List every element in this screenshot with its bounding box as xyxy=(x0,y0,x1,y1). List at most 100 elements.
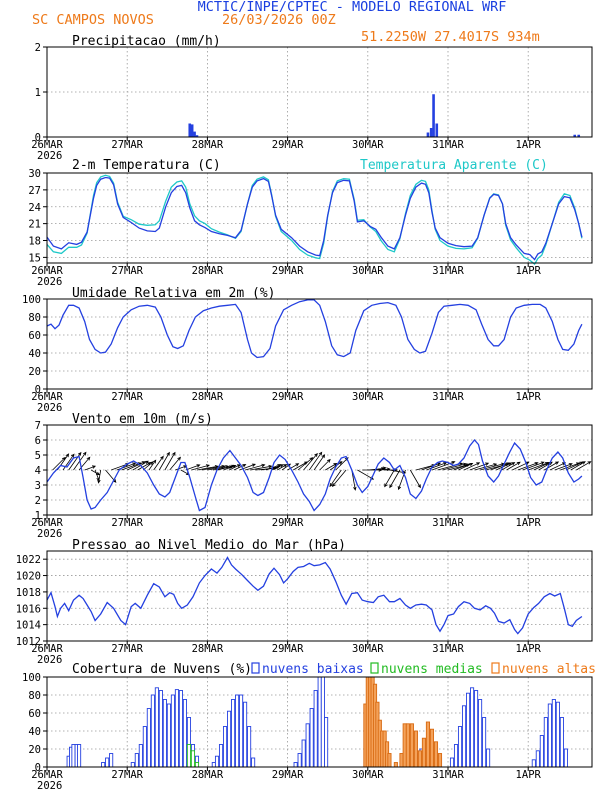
cloud-low-bar xyxy=(243,701,248,768)
cloud-low-bar xyxy=(218,744,224,768)
cloud-high-bar xyxy=(429,728,435,768)
grid-horizontal xyxy=(47,439,592,501)
coords-label: 51.2250W 27.4017S 934m xyxy=(361,29,540,45)
wind-arrow xyxy=(164,451,176,471)
y-tick-labels: 0 20 40 60 80 100 xyxy=(22,672,41,774)
wind-arrow xyxy=(357,469,375,480)
y-tick-label: 0 xyxy=(35,384,41,396)
cloud-low-bar xyxy=(461,705,467,768)
y-tick-label: 80 xyxy=(28,312,41,324)
cloud-low-bar xyxy=(214,755,220,768)
y-tick-label: 4 xyxy=(35,465,41,477)
temperature-title: 2-m Temperatura (C) xyxy=(72,158,221,173)
y-tick-label: 24 xyxy=(28,202,41,214)
cloud-low-bar xyxy=(551,699,556,768)
cloud-low-bar xyxy=(547,703,552,768)
wind-arrow xyxy=(485,462,510,471)
cloud-cover-title: Cobertura de Nuvens (%) xyxy=(72,662,252,677)
x-tick-label: 29MAR xyxy=(272,265,304,277)
cloud-low-bar xyxy=(301,739,306,768)
wind-arrow xyxy=(469,462,490,471)
cloud-low-bar xyxy=(154,687,159,768)
x-tick-label: 27MAR xyxy=(111,769,143,781)
wind-arrow xyxy=(549,462,567,471)
x-tick-label: 26MAR xyxy=(31,643,63,655)
x-tick-label: 29MAR xyxy=(272,391,304,403)
wind-arrow xyxy=(517,462,539,471)
x-tick-label: 28MAR xyxy=(192,139,224,151)
cloud-low-bar xyxy=(486,748,491,768)
wind-speed-line xyxy=(46,438,583,512)
wind-arrow xyxy=(397,469,406,491)
wind-arrow xyxy=(313,454,326,471)
cloud-low-bar xyxy=(305,723,310,768)
cloud-low-bar xyxy=(105,757,110,768)
x-tick-label: 27MAR xyxy=(111,265,143,277)
wind-arrow xyxy=(249,464,273,471)
x-tick-label: 30MAR xyxy=(352,769,384,781)
cloud-low-bar xyxy=(138,744,143,768)
y-tick-label: 60 xyxy=(28,330,41,342)
cloud-low-bar xyxy=(150,694,155,768)
precip-bar xyxy=(195,135,199,137)
y-tick-label: 100 xyxy=(22,294,41,306)
x-tick-label: 30MAR xyxy=(352,139,384,151)
run-date-label: 26/03/2026 00Z xyxy=(222,12,336,28)
cloud-low-bar xyxy=(130,762,135,768)
y-tick-label: 1020 xyxy=(16,571,41,583)
cloud-low-bar xyxy=(227,710,232,768)
cloud-low-bar xyxy=(555,701,560,768)
chart-title: MCTIC/INPE/CPTEC - MODELO REGIONAL WRF xyxy=(198,0,507,15)
x-year-label: 2026 xyxy=(37,528,62,540)
cloud-low-bar xyxy=(178,690,183,768)
wind-arrow xyxy=(329,469,342,488)
y-tick-label: 1014 xyxy=(16,620,41,632)
legend-high-swatch xyxy=(491,662,500,674)
y-tick-label: 1 xyxy=(35,510,41,522)
cloud-low-bar xyxy=(293,762,298,768)
wind-arrow xyxy=(68,451,82,471)
wind-arrow xyxy=(570,461,586,471)
cloud-high-bar xyxy=(402,723,407,768)
wind-arrow xyxy=(331,469,347,488)
cloud-low-bar xyxy=(170,694,175,768)
x-tick-label: 26MAR xyxy=(31,517,63,529)
wind-arrow xyxy=(409,469,421,489)
wind-arrow xyxy=(94,469,100,482)
cloud-low-bar xyxy=(166,703,171,768)
x-year-label: 2026 xyxy=(37,780,62,792)
x-tick-label: 29MAR xyxy=(272,643,304,655)
legend-low-label: nuvens baixas xyxy=(262,662,364,677)
x-tick-labels: 26MAR 27MAR 28MAR 29MAR 30MAR 31MAR 1APR 2026 xyxy=(31,769,541,792)
y-tick-labels: 0 20 40 60 80 100 xyxy=(22,294,41,396)
cloud-high-bar xyxy=(433,741,439,768)
y-tick-label: 1018 xyxy=(16,587,41,599)
precip-bar xyxy=(429,128,433,137)
cloud-low-bar xyxy=(174,689,179,768)
cloud-low-bar xyxy=(543,717,548,768)
x-tick-labels: 26MAR 27MAR 28MAR 29MAR 30MAR 31MAR 1APR 2026 xyxy=(31,643,541,666)
precipitation-title: Precipitacao (mm/h) xyxy=(72,34,221,49)
wind-arrow xyxy=(62,453,75,471)
wind-arrow xyxy=(554,463,573,471)
cloud-low-bar xyxy=(222,726,228,768)
y-tick-label: 1 xyxy=(35,87,41,99)
x-tick-label: 1APR xyxy=(516,265,542,277)
wind-arrow xyxy=(158,451,170,471)
precip-bar xyxy=(190,124,194,137)
cloud-low-bar xyxy=(71,744,76,768)
wind-arrow xyxy=(148,459,157,471)
y-tick-label: 80 xyxy=(28,690,41,702)
cloud-low-bar xyxy=(449,757,455,768)
y-tick-label: 2 xyxy=(35,42,41,54)
precip-bar xyxy=(435,123,439,137)
x-tick-labels: 26MAR 27MAR 28MAR 29MAR 30MAR 31MAR 1APR 2026 xyxy=(31,517,541,540)
cloud-low-bar xyxy=(324,717,329,768)
x-tick-label: 27MAR xyxy=(111,391,143,403)
y-tick-label: 7 xyxy=(35,420,41,432)
y-tick-label: 6 xyxy=(35,435,41,447)
cloud-low-bar xyxy=(453,744,459,768)
y-tick-label: 18 xyxy=(28,236,41,248)
x-tick-label: 1APR xyxy=(516,517,542,529)
x-tick-labels: 26MAR 27MAR 28MAR 29MAR 30MAR 31MAR 1APR 2026 xyxy=(31,391,541,414)
